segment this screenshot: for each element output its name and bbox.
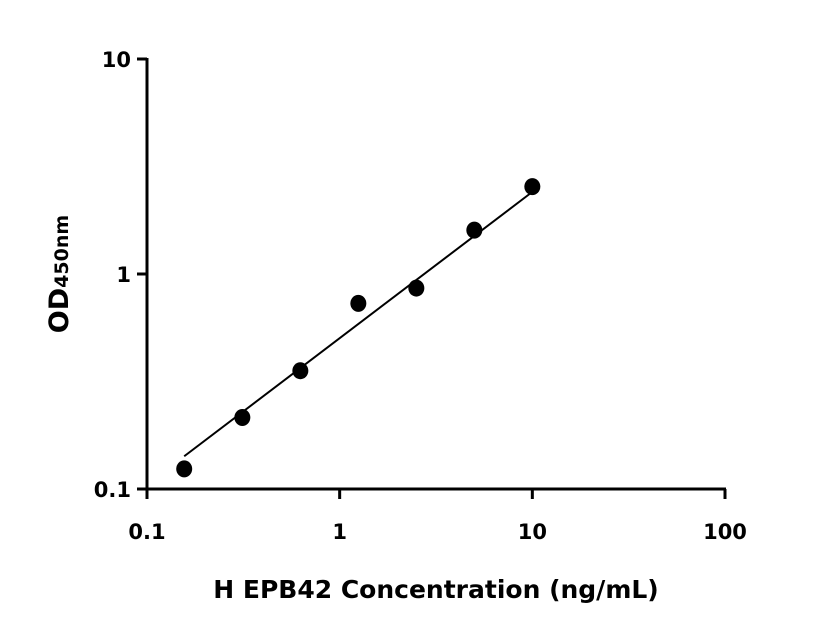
data-point: [292, 362, 309, 380]
data-point: [524, 178, 541, 196]
data-point: [234, 409, 251, 427]
y-tick-label: 0.1: [94, 478, 131, 502]
data-points: [176, 178, 541, 478]
data-point: [408, 279, 425, 297]
x-axis-label: H EPB42 Concentration (ng/mL): [213, 575, 658, 604]
data-point: [350, 294, 367, 312]
y-axis-label-sub: 450nm: [51, 215, 73, 288]
x-tick-label: 1: [332, 520, 347, 544]
axes: [137, 57, 727, 499]
x-tick-label: 0.1: [128, 520, 165, 544]
y-axis-label: OD450nm: [44, 215, 75, 333]
y-axis-label-main: OD: [44, 288, 75, 333]
x-tick-labels: 0.1 1 10 100: [128, 520, 747, 544]
data-point: [466, 221, 483, 239]
x-tick-label: 100: [703, 520, 747, 544]
y-tick-label: 1: [116, 263, 131, 287]
y-tick-label: 10: [102, 48, 131, 72]
y-tick-labels: 0.1 1 10: [94, 48, 131, 502]
data-point: [176, 460, 193, 478]
x-tick-label: 10: [518, 520, 547, 544]
